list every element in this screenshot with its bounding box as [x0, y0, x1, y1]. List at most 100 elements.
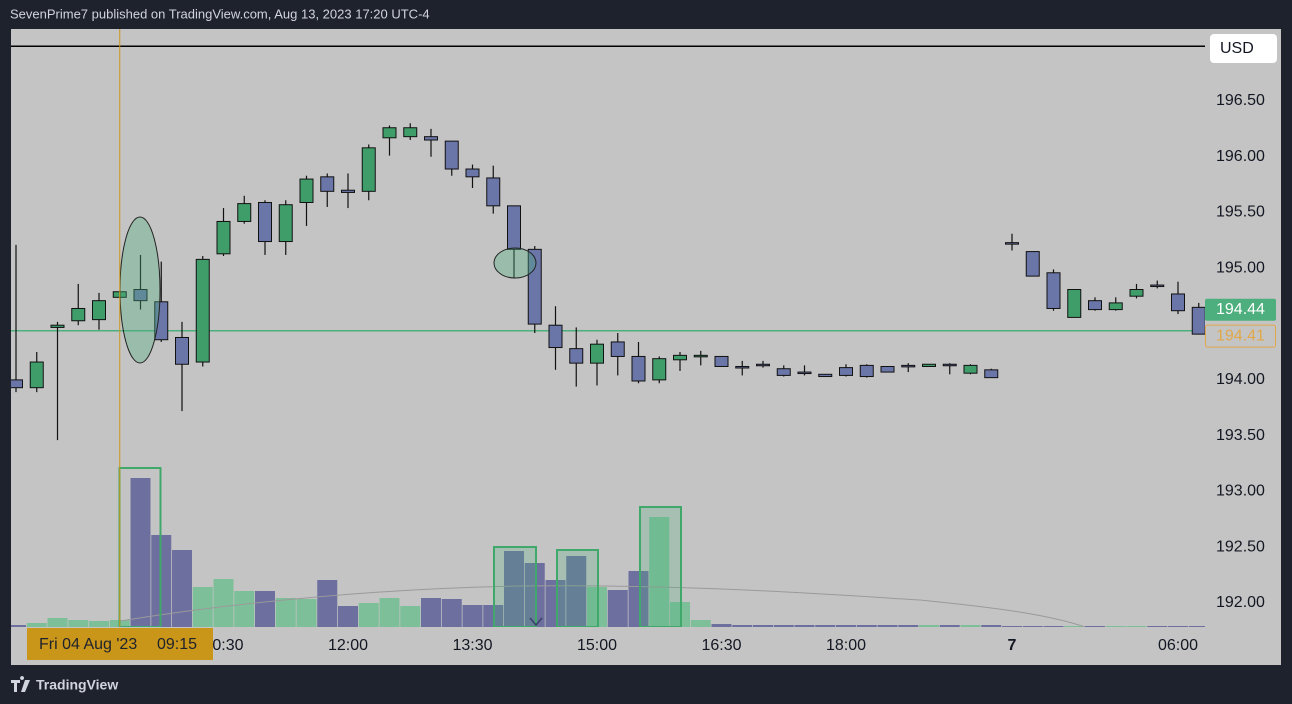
- candle-body: [71, 307, 86, 322]
- logo: [11, 676, 30, 692]
- price-tag-label: 194.41: [1216, 327, 1265, 344]
- y-tick-label: 194.00: [1216, 371, 1265, 388]
- crosshair-time: 09:15: [157, 636, 197, 653]
- volume-bar: [794, 625, 815, 627]
- y-tick-label: 196.00: [1216, 148, 1265, 165]
- candle-body: [11, 379, 23, 389]
- volume-bar: [421, 598, 441, 627]
- price-tag: [1205, 298, 1276, 321]
- candle-body: [714, 355, 729, 367]
- x-tick-label: 12:00: [328, 637, 368, 654]
- candle-body: [1108, 302, 1123, 311]
- candle-body: [880, 365, 895, 373]
- candle-body: [859, 364, 874, 378]
- candle-body: [133, 289, 148, 302]
- candle-body: [610, 341, 625, 357]
- candle-body: [673, 354, 687, 361]
- candle-body: [341, 189, 355, 193]
- volume-bar: [338, 606, 358, 627]
- y-tick-label: 193.50: [1216, 427, 1265, 444]
- candle-body: [507, 205, 521, 250]
- price-tag: [1205, 324, 1276, 348]
- volume-bar: [172, 550, 192, 627]
- volume-bar: [234, 591, 255, 627]
- volume-bar: [1188, 626, 1205, 627]
- y-tick-label: 195.50: [1216, 204, 1265, 221]
- volume-bar: [47, 618, 68, 627]
- volume-bar: [939, 625, 960, 627]
- ellipse-drawing: [119, 216, 161, 364]
- candle-body: [1191, 306, 1205, 335]
- volume-bar: [1147, 626, 1168, 627]
- volume-bar: [26, 623, 47, 627]
- volume-average: [119, 585, 1086, 627]
- volume-bar: [400, 606, 421, 627]
- candle-body: [486, 177, 501, 207]
- volume-bar: [545, 580, 566, 627]
- volume-bar: [960, 625, 981, 627]
- ellipse-drawing: [493, 247, 537, 279]
- volume-bar: [877, 625, 898, 627]
- volume-bar: [732, 625, 753, 627]
- volume-bar: [919, 625, 939, 627]
- candle-body: [963, 364, 978, 374]
- y-tick-label: 192.00: [1216, 594, 1265, 611]
- volume-bar: [192, 587, 213, 627]
- volume-bar: [358, 603, 379, 627]
- candle-body: [818, 373, 833, 378]
- volume-bar: [379, 598, 400, 627]
- candle-body: [652, 358, 667, 381]
- candle-body: [1005, 242, 1019, 245]
- volume-bar: [130, 478, 151, 627]
- volume-bar: [1022, 626, 1043, 627]
- volume-highlight: [639, 506, 682, 627]
- footer: TradingView: [36, 677, 118, 693]
- candle-body: [901, 364, 916, 368]
- volume-bar: [711, 624, 732, 627]
- x-tick-label: 18:00: [826, 637, 866, 654]
- x-tick-label: 16:30: [701, 637, 741, 654]
- volume-bar: [566, 556, 587, 627]
- arrow-drawing: [529, 617, 543, 627]
- candle-body: [465, 168, 480, 178]
- volume-bar: [462, 605, 483, 627]
- candle-body: [50, 324, 65, 328]
- volume-bar: [89, 621, 109, 627]
- volume-bar: [1043, 626, 1064, 627]
- candle-body: [154, 301, 169, 341]
- candle-body: [278, 204, 293, 243]
- header: SevenPrime7 published on TradingView.com…: [10, 6, 430, 21]
- volume-bar: [1085, 626, 1105, 627]
- x-tick-label: 13:30: [452, 637, 492, 654]
- candle-body: [29, 361, 44, 389]
- candle-body: [1067, 289, 1082, 318]
- y-tick-label: 196.50: [1216, 92, 1265, 109]
- candle-body: [403, 127, 418, 138]
- volume-bar: [11, 625, 26, 627]
- y-tick-label: 195.00: [1216, 260, 1265, 277]
- volume-bar: [690, 620, 711, 627]
- candle-body: [1025, 251, 1040, 277]
- currency-box: [1210, 34, 1277, 63]
- candle-body: [1171, 293, 1185, 312]
- candle-body: [1046, 272, 1061, 309]
- volume-bar: [1064, 626, 1085, 627]
- volume-bar: [898, 625, 919, 627]
- candle-body: [175, 336, 189, 365]
- candle-body: [735, 365, 750, 369]
- volume-bar: [1002, 626, 1022, 627]
- chart-background: [11, 29, 1281, 665]
- candle-body: [548, 324, 563, 349]
- volume-bar: [504, 551, 524, 627]
- x-tick-label: 15:00: [577, 637, 617, 654]
- candle-body: [424, 136, 438, 141]
- volume-bar: [255, 591, 275, 627]
- x-tick-label: 06:00: [1158, 637, 1198, 654]
- candle-body: [320, 176, 335, 192]
- volume-highlight: [493, 546, 537, 627]
- axes: 196.50 196.00 195.50 195.00 194.00 193.50 193.…: [27, 92, 1276, 660]
- candle-body: [693, 354, 708, 358]
- volume-bar: [213, 579, 234, 627]
- candle-body: [942, 363, 957, 367]
